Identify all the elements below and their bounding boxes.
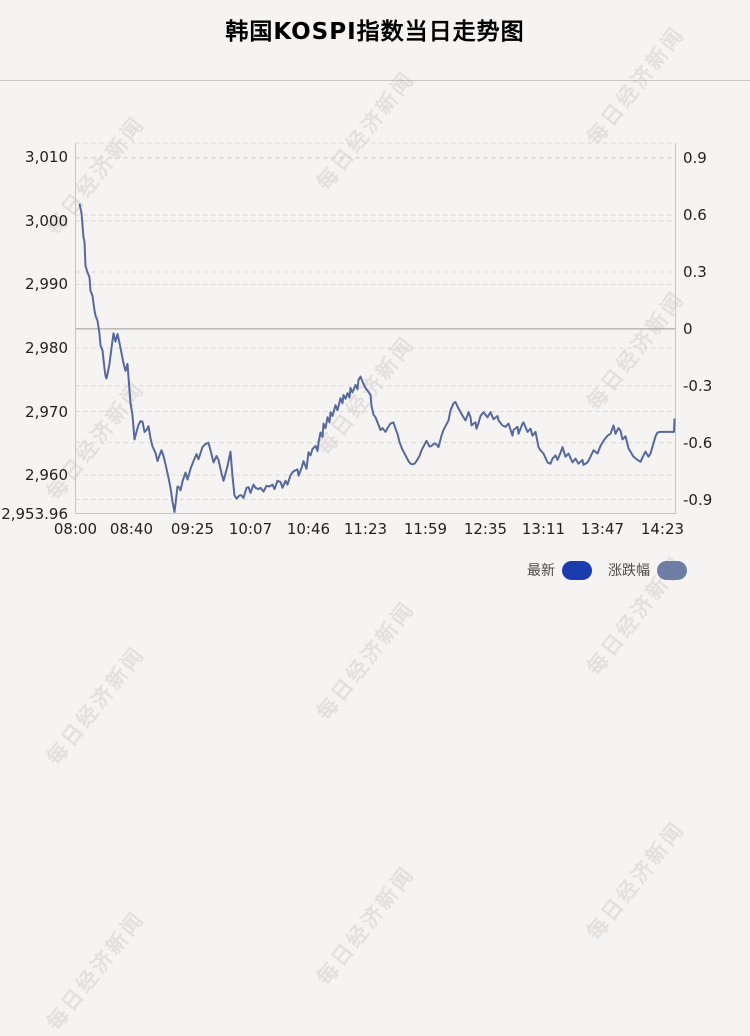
y-axis-left-min-label: 2,953.96 — [1, 504, 68, 523]
legend-item-latest[interactable]: 最新 — [527, 560, 592, 580]
watermark: 每日经济新闻 — [42, 641, 150, 770]
x-axis-label: 11:59 — [403, 520, 448, 538]
price-line — [78, 203, 676, 513]
x-axis-label: 09:25 — [170, 520, 215, 538]
x-axis-label: 08:00 — [53, 520, 98, 538]
x-axis-label: 13:47 — [580, 520, 625, 538]
x-axis-label: 13:11 — [521, 520, 566, 538]
x-axis-label: 14:23 — [640, 520, 685, 538]
y-axis-left-label: 2,970 — [25, 402, 68, 421]
x-axis-label: 10:46 — [286, 520, 331, 538]
watermark: 每日经济新闻 — [42, 906, 150, 1035]
legend-label-change: 涨跌幅 — [608, 563, 650, 579]
y-axis-left-label: 2,980 — [25, 338, 68, 357]
y-axis-right-label: -0.3 — [683, 376, 713, 395]
y-axis-left-label: 3,010 — [25, 148, 68, 167]
legend-item-change[interactable]: 涨跌幅 — [608, 560, 687, 580]
y-axis-left-label: 2,960 — [25, 466, 68, 485]
x-axis-label: 12:35 — [463, 520, 508, 538]
y-axis-left-label: 3,000 — [25, 211, 68, 230]
y-axis-right-label: 0.6 — [683, 206, 707, 225]
y-axis-right-label: -0.9 — [683, 490, 713, 509]
x-axis-label: 11:23 — [343, 520, 388, 538]
legend-swatch-latest — [562, 560, 592, 580]
y-axis-right-label: 0 — [683, 319, 693, 338]
y-axis-right-label: 0.9 — [683, 149, 707, 168]
x-axis-label: 10:07 — [228, 520, 273, 538]
x-axis-label: 08:40 — [109, 520, 154, 538]
watermark: 每日经济新闻 — [582, 816, 690, 945]
chart-plot — [75, 142, 676, 514]
legend-swatch-change — [657, 560, 687, 580]
watermark: 每日经济新闻 — [312, 596, 420, 725]
y-axis-right-label: -0.6 — [683, 433, 713, 452]
legend: 最新 涨跌幅 — [527, 560, 687, 580]
y-axis-left-label: 2,990 — [25, 275, 68, 294]
y-axis-right-label: 0.3 — [683, 263, 707, 282]
legend-label-latest: 最新 — [527, 563, 555, 579]
title-divider — [0, 80, 750, 81]
kospi-intraday-chart: 韩国KOSPI指数当日走势图 每日经济新闻 每日经济新闻 每日经济新闻 每日经济新闻每… — [0, 19, 750, 1035]
watermark: 每日经济新闻 — [312, 861, 420, 990]
page-title: 韩国KOSPI指数当日走势图 — [225, 19, 525, 45]
